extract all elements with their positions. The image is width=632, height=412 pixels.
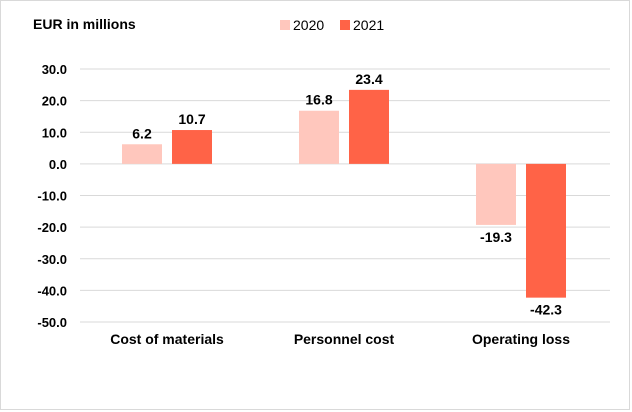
x-axis-ticks: Cost of materials Personnel cost Operating… (110, 331, 570, 347)
legend-label: 2021 (353, 17, 384, 33)
bar-2020 (122, 144, 162, 164)
y-tick-label: -30.0 (37, 252, 67, 267)
y-tick-label: -10.0 (37, 189, 67, 204)
bar-2021 (349, 89, 389, 164)
y-tick-label: -50.0 (37, 315, 67, 330)
data-label: 16.8 (305, 92, 332, 108)
legend-swatch-2021 (340, 20, 350, 30)
data-label: 6.2 (132, 125, 152, 141)
x-tick-label: Personnel cost (294, 331, 395, 347)
y-tick-label: 30.0 (42, 62, 67, 77)
y-tick-label: 20.0 (42, 94, 67, 109)
bar-2020 (299, 110, 339, 164)
data-label: 23.4 (355, 71, 382, 87)
y-tick-label: 0.0 (49, 157, 67, 172)
x-tick-label: Operating loss (472, 331, 570, 347)
data-label: -19.3 (480, 229, 512, 245)
legend-swatch-2020 (280, 20, 290, 30)
data-label: 10.7 (178, 111, 205, 127)
legend: 2020 2021 (280, 17, 384, 33)
bar-2021 (172, 130, 212, 164)
bar-2020 (476, 163, 516, 225)
y-axis-ticks: 30.0 20.0 10.0 0.0 -10.0 -20.0 -30.0 -40.0 -50.0 (37, 62, 67, 330)
y-tick-label: 10.0 (42, 125, 67, 140)
x-tick-label: Cost of materials (110, 331, 224, 347)
legend-label: 2020 (293, 17, 324, 33)
gridlines (80, 68, 610, 323)
y-tick-label: -20.0 (37, 220, 67, 235)
bar-2021 (526, 163, 566, 298)
bars (122, 89, 566, 298)
unit-label: EUR in millions (33, 16, 136, 32)
y-tick-label: -40.0 (37, 283, 67, 298)
data-label: -42.3 (530, 302, 562, 318)
data-labels: 6.2 16.8 -19.3 10.7 23.4 -42.3 (132, 71, 562, 318)
